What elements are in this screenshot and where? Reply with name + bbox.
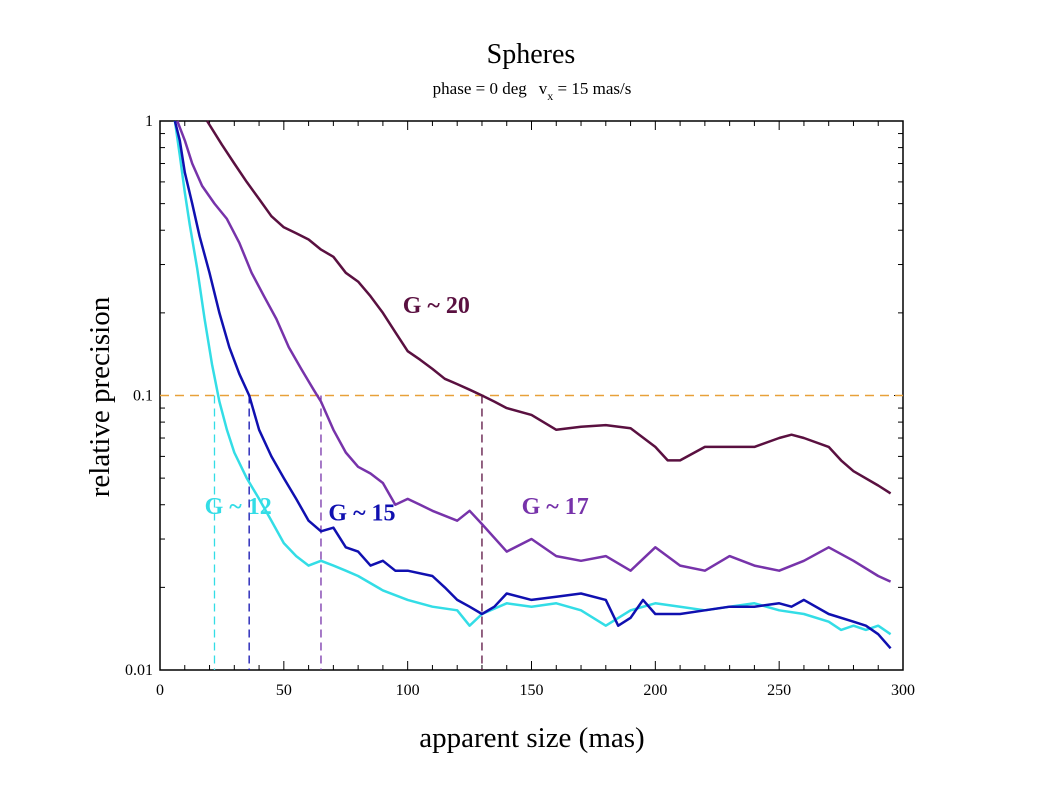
y-tick-label: 1 <box>145 113 153 130</box>
series-line <box>176 120 892 583</box>
x-axis-label: apparent size (mas) <box>419 722 644 754</box>
chart-subtitle: phase = 0 deg vx = 15 mas/s <box>433 79 632 103</box>
series-label: G ~ 17 <box>522 494 589 520</box>
subtitle-phase: phase = 0 deg <box>433 79 528 98</box>
threshold-drop-lines <box>213 395 483 670</box>
x-tick-label: 250 <box>767 682 791 699</box>
x-tick-label: 150 <box>520 682 544 699</box>
x-tick-label: 300 <box>891 682 915 699</box>
series-line <box>206 120 892 495</box>
series-group <box>173 120 892 650</box>
series-line <box>173 120 892 650</box>
series-label: G ~ 15 <box>328 501 395 527</box>
x-tick-label: 50 <box>276 682 292 699</box>
series-labels: G ~ 12 G ~ 15 G ~ 17 G ~ 20 <box>205 293 589 527</box>
x-tick-label: 0 <box>156 682 164 699</box>
subtitle-velocity-subscript: x <box>547 89 553 103</box>
series-line <box>173 120 892 636</box>
y-tick-label: 0.1 <box>133 388 153 405</box>
tick-labels: 0 50 100 150 200 250 300 1 0.1 0.01 <box>125 113 915 699</box>
x-tick-label: 200 <box>643 682 667 699</box>
subtitle-velocity-symbol: v <box>539 79 548 98</box>
subtitle-velocity-value: = 15 mas/s <box>553 79 631 98</box>
series-label: G ~ 12 <box>205 494 272 520</box>
chart-title: Spheres <box>487 39 576 70</box>
y-tick-label: 0.01 <box>125 662 153 679</box>
y-axis-label: relative precision <box>84 296 116 497</box>
series-label: G ~ 20 <box>403 293 470 319</box>
x-tick-label: 100 <box>396 682 420 699</box>
